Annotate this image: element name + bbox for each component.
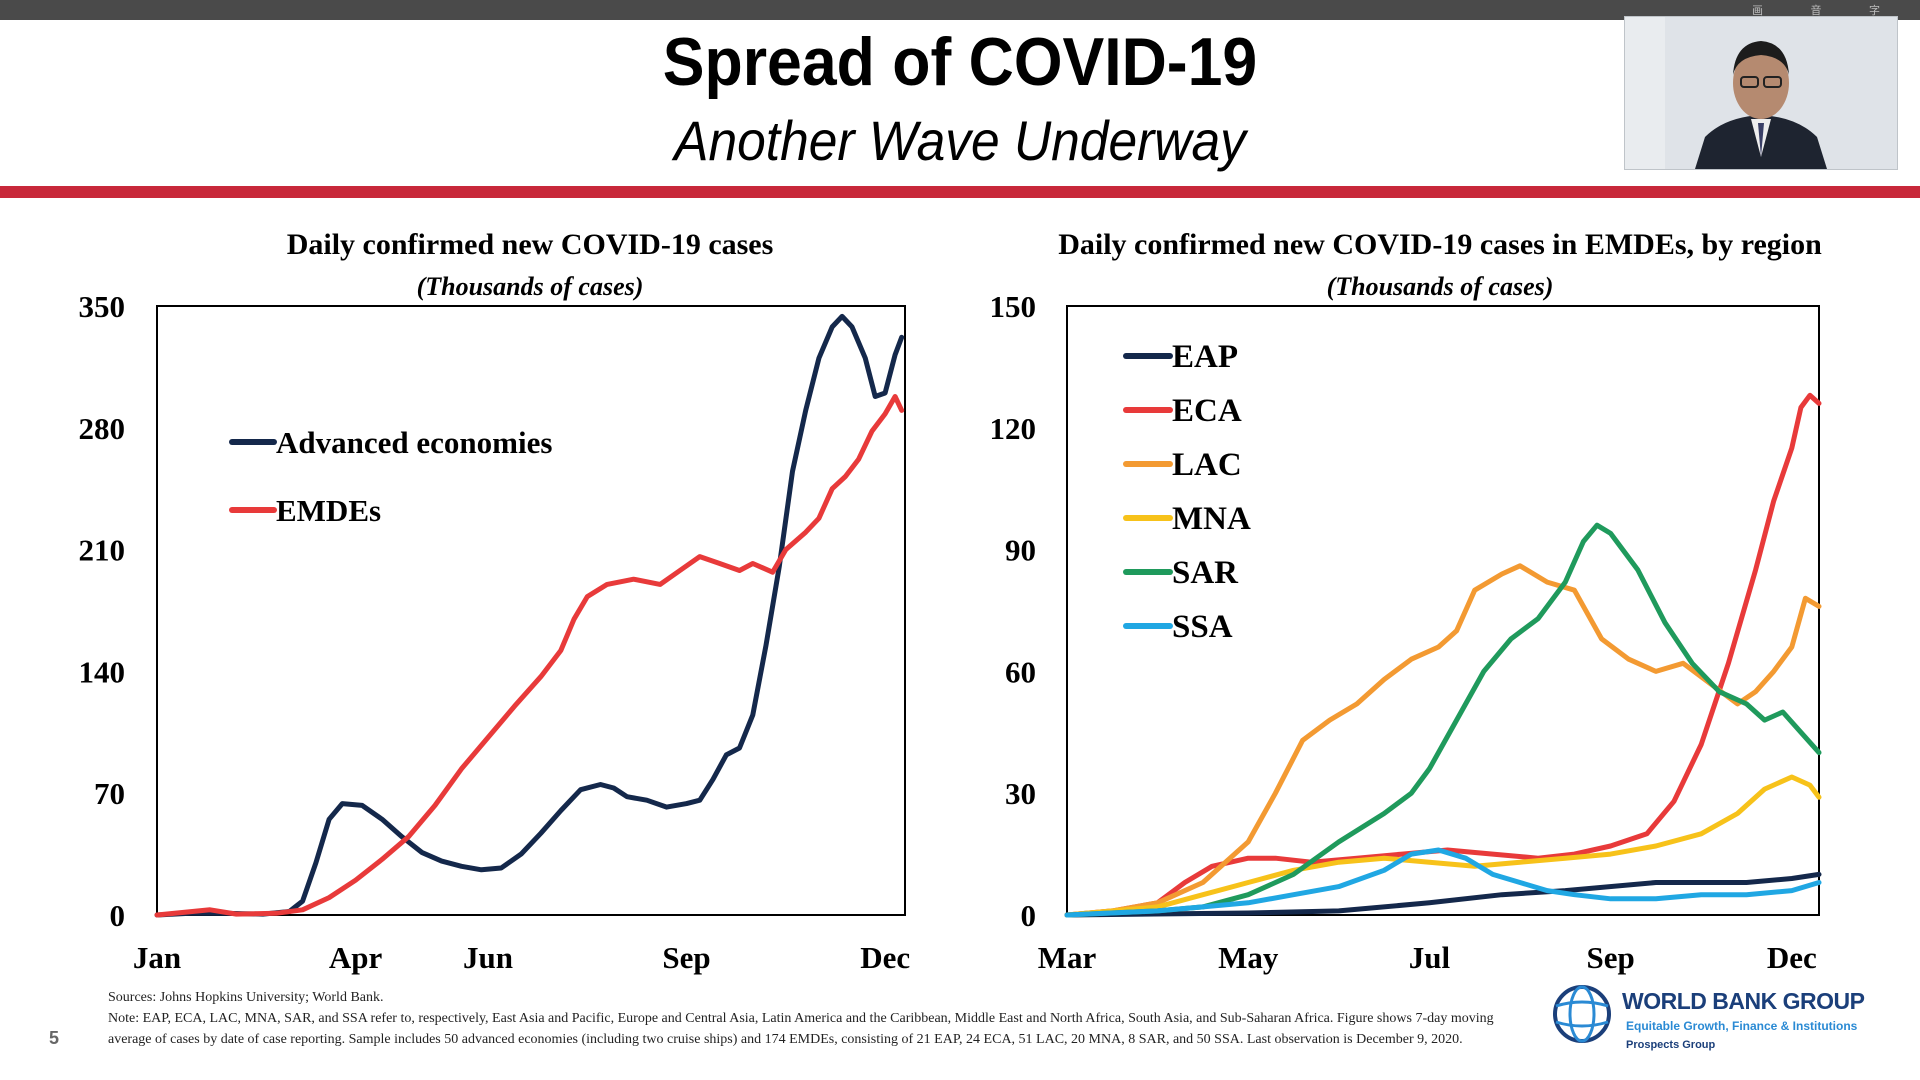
x-axis-ticks: Mar May Jul Sep Dec [1038,940,1817,975]
y-tick-label: 90 [1005,533,1036,568]
x-tick-label: Sep [1586,940,1634,975]
plot-frame [1066,305,1820,916]
x-axis-ticks: Jan Apr Jun Sep Dec [133,940,910,975]
x-tick-label: Jul [1409,940,1451,975]
legend-label: Advanced economies [276,425,552,460]
y-tick-label: 280 [79,411,126,446]
chart-emde-regions: Daily confirmed new COVID-19 cases in EM… [990,228,1823,975]
plot-frame [156,305,906,916]
x-tick-label: Dec [860,940,910,975]
slide-number: 5 [49,1028,60,1048]
series-lines [1064,392,1822,918]
logo-name: WORLD BANK GROUP [1622,988,1865,1014]
window-top-bar: 画 音 字 [0,0,1920,20]
presenter-video-thumbnail[interactable] [1624,16,1898,170]
chart-advanced-vs-emdes: Daily confirmed new COVID-19 cases (Thou… [79,228,911,975]
y-tick-label: 0 [1021,898,1037,933]
chart-title: Daily confirmed new COVID-19 cases in EM… [1058,228,1822,261]
y-tick-label: 210 [79,533,126,568]
chart-title: Daily confirmed new COVID-19 cases [287,228,774,261]
series-line-eap [1064,871,1822,918]
y-tick-label: 140 [79,654,126,689]
series-line-emdes [154,394,905,918]
y-tick-label: 70 [94,776,125,811]
legend-label: LAC [1172,447,1242,483]
legend-label: EMDEs [276,493,381,528]
logo-tagline: Equitable Growth, Finance & Institutions [1626,1019,1858,1033]
x-tick-label: Jun [463,940,513,975]
legend-label: SAR [1172,555,1239,591]
series-line-ssa [1064,847,1822,918]
x-tick-label: May [1218,940,1279,975]
chart-subtitle: (Thousands of cases) [417,272,644,301]
logo-unit: Prospects Group [1626,1039,1716,1051]
chart-subtitle: (Thousands of cases) [1327,272,1554,301]
y-tick-label: 150 [990,289,1037,324]
y-tick-label: 120 [990,411,1037,446]
x-tick-label: Mar [1038,940,1097,975]
legend: Advanced economies EMDEs [229,425,552,528]
y-axis-ticks: 0 30 60 90 120 150 [990,289,1037,933]
series-line-mna [1064,774,1822,918]
footnote: Note: EAP, ECA, LAC, MNA, SAR, and SSA r… [108,1011,1494,1047]
x-tick-label: Sep [662,940,710,975]
world-bank-globe-logo [1553,985,1611,1043]
series-line-sar [1064,522,1822,918]
series-line-advanced-economies [154,313,905,918]
slide-subtitle: Another Wave Underway [674,109,1246,172]
x-tick-label: Dec [1767,940,1817,975]
presenter-silhouette [1625,17,1897,169]
x-tick-label: Apr [329,940,383,975]
slide-title: Spread of COVID-19 [662,24,1258,100]
y-tick-label: 60 [1005,654,1036,689]
legend-label: SSA [1172,609,1233,645]
y-tick-label: 0 [110,898,126,933]
legend-label: ECA [1172,393,1242,429]
y-tick-label: 30 [1005,776,1036,811]
toolbar-icons[interactable]: 画 音 字 [1752,4,1902,17]
legend: EAP ECA LAC MNA SAR SSA [1123,339,1251,645]
series-lines [154,313,905,918]
legend-label: MNA [1172,501,1251,537]
x-tick-label: Jan [133,940,181,975]
y-tick-label: 350 [79,289,126,324]
title-divider-band [0,186,1920,198]
legend-label: EAP [1172,339,1238,375]
y-axis-ticks: 0 70 140 210 280 350 [79,289,126,933]
sources-note: Sources: Johns Hopkins University; World… [108,990,384,1005]
